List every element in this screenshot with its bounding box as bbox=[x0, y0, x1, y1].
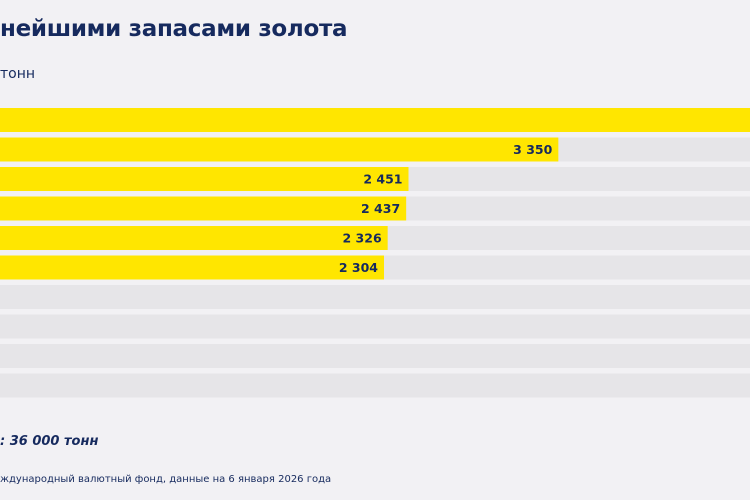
total-note: : 36 000 тонн bbox=[0, 434, 99, 449]
chart-subtitle: тонн bbox=[0, 66, 36, 82]
bar-value-label: 2 451 bbox=[363, 172, 402, 187]
bar bbox=[0, 196, 407, 221]
bar-value-label: 2 326 bbox=[343, 231, 382, 246]
bar-track bbox=[0, 344, 750, 368]
bar bbox=[0, 167, 409, 191]
chart-title: нейшими запасами золота bbox=[0, 16, 348, 42]
bar-track bbox=[0, 373, 750, 398]
bar-value-label: 2 437 bbox=[361, 201, 400, 216]
bar bbox=[0, 137, 559, 162]
bar-value-label: 3 350 bbox=[513, 142, 552, 157]
bar bbox=[0, 226, 388, 250]
bar bbox=[0, 255, 384, 280]
source-note: ждународный валютный фонд, данные на 6 я… bbox=[0, 474, 332, 485]
bar-track bbox=[0, 314, 750, 339]
bar-track bbox=[0, 285, 750, 309]
bar-value-label: 2 304 bbox=[339, 260, 378, 275]
bar bbox=[0, 108, 750, 132]
